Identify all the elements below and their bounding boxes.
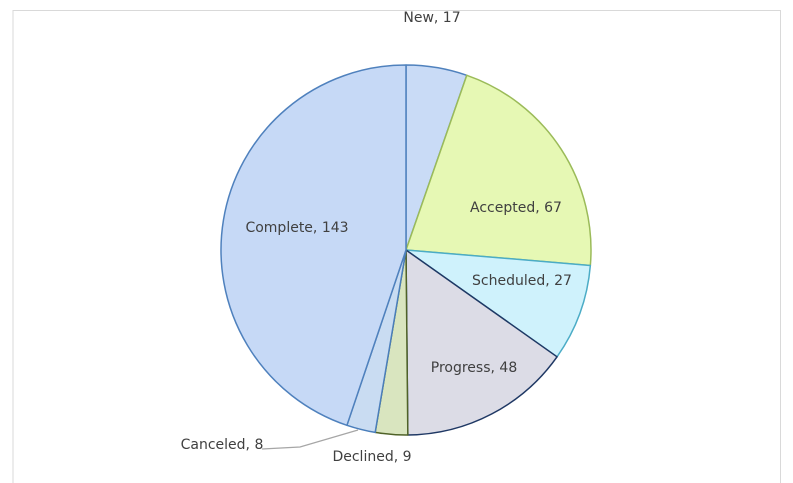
data-label: Progress, 48	[431, 360, 517, 376]
data-label: New, 17	[403, 10, 460, 26]
chart-frame	[12, 10, 781, 483]
data-label: Complete, 143	[245, 220, 348, 236]
pie-slice	[405, 249, 558, 436]
data-label: Canceled, 8	[181, 437, 264, 453]
pie-slice	[405, 74, 592, 267]
pie-slice	[405, 249, 592, 358]
leader-line	[261, 429, 359, 450]
data-label: Declined, 9	[332, 449, 411, 465]
data-label: Accepted, 67	[470, 200, 562, 216]
data-label: Scheduled, 27	[472, 273, 572, 289]
pie-slice	[220, 64, 407, 427]
